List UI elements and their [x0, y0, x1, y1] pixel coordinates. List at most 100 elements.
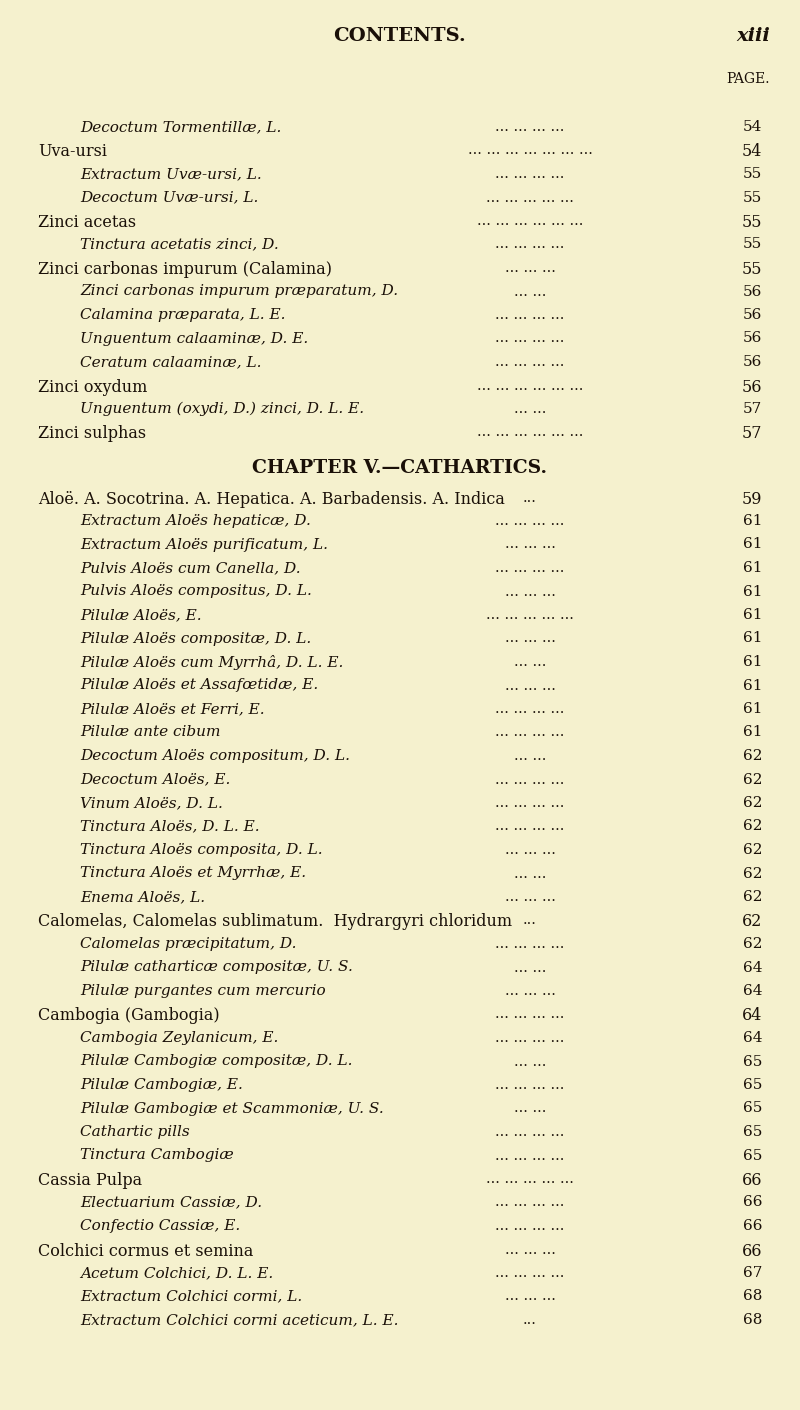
- Text: ... ...: ... ...: [514, 285, 546, 299]
- Text: 61: 61: [742, 585, 762, 598]
- Text: Decoctum Tormentillæ, L.: Decoctum Tormentillæ, L.: [80, 120, 282, 134]
- Text: 55: 55: [742, 190, 762, 204]
- Text: Pilulæ catharticæ compositæ, U. S.: Pilulæ catharticæ compositæ, U. S.: [80, 960, 353, 974]
- Text: Decoctum Aloës, E.: Decoctum Aloës, E.: [80, 773, 230, 787]
- Text: ... ... ... ...: ... ... ... ...: [495, 166, 565, 180]
- Text: ... ... ...: ... ... ...: [505, 585, 555, 598]
- Text: Acetum Colchici, D. L. E.: Acetum Colchici, D. L. E.: [80, 1266, 274, 1280]
- Text: ... ... ...: ... ... ...: [505, 843, 555, 857]
- Text: ... ... ... ... ... ...: ... ... ... ... ... ...: [477, 214, 583, 228]
- Text: ... ... ... ...: ... ... ... ...: [495, 773, 565, 787]
- Text: 68: 68: [742, 1290, 762, 1303]
- Text: 57: 57: [742, 426, 762, 443]
- Text: Tinctura Aloës, D. L. E.: Tinctura Aloës, D. L. E.: [80, 819, 260, 833]
- Text: Enema Aloës, L.: Enema Aloës, L.: [80, 890, 205, 904]
- Text: ... ... ... ...: ... ... ... ...: [495, 938, 565, 950]
- Text: ... ... ... ...: ... ... ... ...: [495, 1079, 565, 1091]
- Text: 62: 62: [742, 890, 762, 904]
- Text: ... ... ... ...: ... ... ... ...: [495, 515, 565, 527]
- Text: ... ... ... ...: ... ... ... ...: [495, 819, 565, 833]
- Text: ... ...: ... ...: [514, 1101, 546, 1115]
- Text: 65: 65: [742, 1149, 762, 1162]
- Text: ... ... ... ... ... ... ...: ... ... ... ... ... ... ...: [467, 144, 593, 158]
- Text: 62: 62: [742, 843, 762, 857]
- Text: ... ... ...: ... ... ...: [505, 537, 555, 551]
- Text: ...: ...: [523, 914, 537, 928]
- Text: ... ... ... ...: ... ... ... ...: [495, 1031, 565, 1045]
- Text: 56: 56: [742, 285, 762, 299]
- Text: ... ... ...: ... ... ...: [505, 1290, 555, 1303]
- Text: ... ...: ... ...: [514, 867, 546, 880]
- Text: 62: 62: [742, 867, 762, 880]
- Text: CHAPTER V.—CATHARTICS.: CHAPTER V.—CATHARTICS.: [253, 460, 547, 477]
- Text: ... ...: ... ...: [514, 402, 546, 416]
- Text: 61: 61: [742, 702, 762, 716]
- Text: Calomelas præcipitatum, D.: Calomelas præcipitatum, D.: [80, 938, 297, 950]
- Text: Zinci carbonas impurum præparatum, D.: Zinci carbonas impurum præparatum, D.: [80, 285, 398, 299]
- Text: Aloë. A. Socotrina. A. Hepatica. A. Barbadensis. A. Indica: Aloë. A. Socotrina. A. Hepatica. A. Barb…: [38, 491, 505, 508]
- Text: 61: 61: [742, 656, 762, 668]
- Text: 64: 64: [742, 984, 762, 998]
- Text: ... ... ... ...: ... ... ... ...: [495, 355, 565, 369]
- Text: 66: 66: [742, 1242, 762, 1259]
- Text: 62: 62: [742, 914, 762, 931]
- Text: 56: 56: [742, 331, 762, 345]
- Text: 54: 54: [742, 120, 762, 134]
- Text: Pilulæ Aloës cum Myrrhâ, D. L. E.: Pilulæ Aloës cum Myrrhâ, D. L. E.: [80, 656, 343, 670]
- Text: 62: 62: [742, 797, 762, 809]
- Text: ... ... ...: ... ... ...: [505, 261, 555, 275]
- Text: ... ... ... ... ...: ... ... ... ... ...: [486, 190, 574, 204]
- Text: 67: 67: [742, 1266, 762, 1280]
- Text: Extractum Colchici cormi, L.: Extractum Colchici cormi, L.: [80, 1290, 302, 1303]
- Text: Extractum Colchici cormi aceticum, L. E.: Extractum Colchici cormi aceticum, L. E.: [80, 1313, 398, 1327]
- Text: ... ... ... ... ... ...: ... ... ... ... ... ...: [477, 378, 583, 392]
- Text: Decoctum Uvæ-ursi, L.: Decoctum Uvæ-ursi, L.: [80, 190, 258, 204]
- Text: ... ... ... ...: ... ... ... ...: [495, 331, 565, 345]
- Text: Pilulæ Aloës et Ferri, E.: Pilulæ Aloës et Ferri, E.: [80, 702, 265, 716]
- Text: Cambogia (Gambogia): Cambogia (Gambogia): [38, 1008, 220, 1025]
- Text: Decoctum Aloës compositum, D. L.: Decoctum Aloës compositum, D. L.: [80, 749, 350, 763]
- Text: ... ... ... ...: ... ... ... ...: [495, 702, 565, 716]
- Text: Cassia Pulpa: Cassia Pulpa: [38, 1172, 142, 1189]
- Text: 55: 55: [742, 214, 762, 231]
- Text: 64: 64: [742, 960, 762, 974]
- Text: Pilulæ Cambogiæ, E.: Pilulæ Cambogiæ, E.: [80, 1079, 243, 1091]
- Text: Ceratum calaaminæ, L.: Ceratum calaaminæ, L.: [80, 355, 262, 369]
- Text: 61: 61: [742, 632, 762, 646]
- Text: Tinctura Aloës composita, D. L.: Tinctura Aloës composita, D. L.: [80, 843, 322, 857]
- Text: ... ... ... ...: ... ... ... ...: [495, 1196, 565, 1210]
- Text: 55: 55: [742, 237, 762, 251]
- Text: 54: 54: [742, 144, 762, 161]
- Text: 61: 61: [742, 678, 762, 692]
- Text: 61: 61: [742, 537, 762, 551]
- Text: 61: 61: [742, 561, 762, 575]
- Text: 65: 65: [742, 1125, 762, 1139]
- Text: Uva-ursi: Uva-ursi: [38, 144, 107, 161]
- Text: Calomelas, Calomelas sublimatum.  Hydrargyri chloridum: Calomelas, Calomelas sublimatum. Hydrarg…: [38, 914, 512, 931]
- Text: 62: 62: [742, 819, 762, 833]
- Text: Cambogia Zeylanicum, E.: Cambogia Zeylanicum, E.: [80, 1031, 278, 1045]
- Text: Pilulæ Aloës compositæ, D. L.: Pilulæ Aloës compositæ, D. L.: [80, 632, 311, 646]
- Text: Extractum Aloës hepaticæ, D.: Extractum Aloës hepaticæ, D.: [80, 515, 311, 527]
- Text: Tinctura Cambogiæ: Tinctura Cambogiæ: [80, 1149, 234, 1162]
- Text: 62: 62: [742, 749, 762, 763]
- Text: 66: 66: [742, 1172, 762, 1189]
- Text: Confectio Cassiæ, E.: Confectio Cassiæ, E.: [80, 1220, 240, 1232]
- Text: 65: 65: [742, 1079, 762, 1091]
- Text: Pulvis Aloës compositus, D. L.: Pulvis Aloës compositus, D. L.: [80, 585, 312, 598]
- Text: 57: 57: [742, 402, 762, 416]
- Text: ... ... ... ...: ... ... ... ...: [495, 307, 565, 321]
- Text: Electuarium Cassiæ, D.: Electuarium Cassiæ, D.: [80, 1196, 262, 1210]
- Text: 61: 61: [742, 726, 762, 739]
- Text: ... ... ... ...: ... ... ... ...: [495, 237, 565, 251]
- Text: ... ... ...: ... ... ...: [505, 632, 555, 646]
- Text: Pilulæ Aloës, E.: Pilulæ Aloës, E.: [80, 608, 202, 622]
- Text: 66: 66: [742, 1220, 762, 1232]
- Text: Cathartic pills: Cathartic pills: [80, 1125, 190, 1139]
- Text: 64: 64: [742, 1031, 762, 1045]
- Text: ... ... ... ... ...: ... ... ... ... ...: [486, 1172, 574, 1186]
- Text: 68: 68: [742, 1313, 762, 1327]
- Text: Zinci carbonas impurum (Calamina): Zinci carbonas impurum (Calamina): [38, 261, 332, 278]
- Text: 61: 61: [742, 515, 762, 527]
- Text: ... ... ... ...: ... ... ... ...: [495, 1125, 565, 1139]
